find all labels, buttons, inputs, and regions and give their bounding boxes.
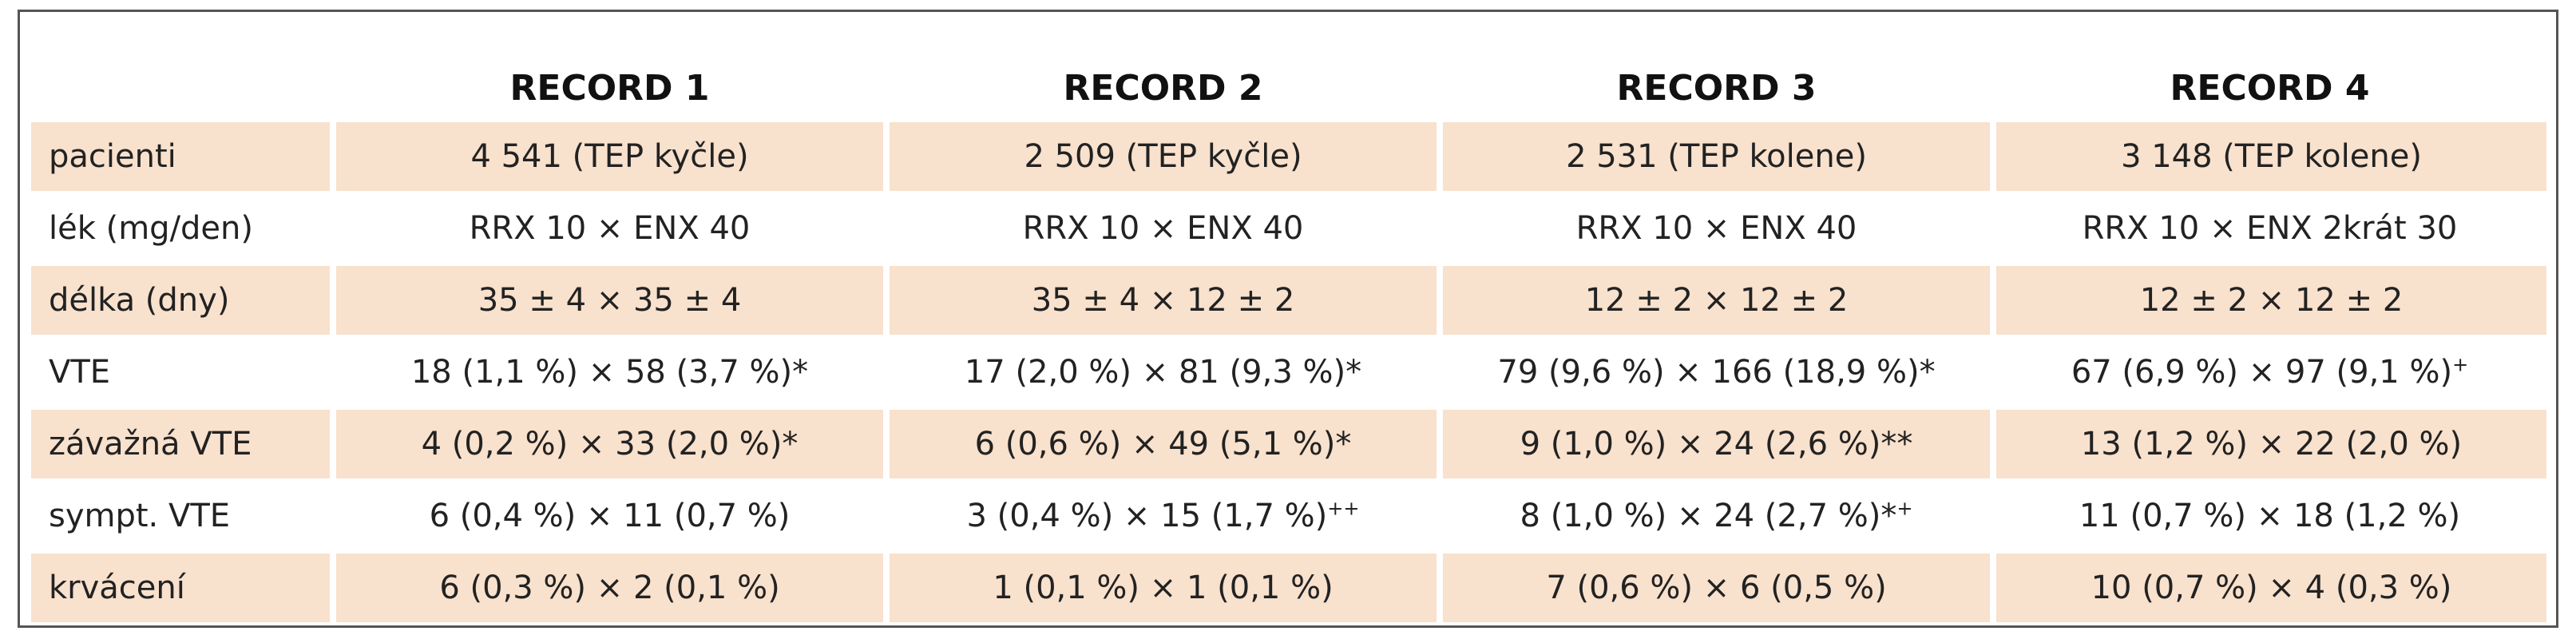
data-cell: RRX 10 × ENX 40 [1440,194,1993,263]
data-cell: 18 (1,1 %) × 58 (3,7 %)* [333,338,886,407]
cell-value: RRX 10 × ENX 40 [1022,210,1304,247]
data-cell: 35 ± 4 × 35 ± 4 [333,266,886,335]
cell-value: 12 ± 2 × 12 ± 2 [1584,282,1849,319]
table-row: VTE 18 (1,1 %) × 58 (3,7 %)* 17 (2,0 %) × … [31,338,2546,407]
column-header-record-3: RECORD 3 [1616,67,1817,109]
cell-value: 67 (6,9 %) × 97 (9,1 %) [2071,354,2453,391]
cell-value: 13 (1,2 %) × 22 (2,0 %) [2080,426,2463,462]
cell-value: 6 (0,3 %) × 2 (0,1 %) [439,570,780,606]
data-cell: 3 148 (TEP kolene) [1993,122,2546,191]
cell-value: 2 531 (TEP kolene) [1566,138,1867,175]
cell-value: 11 (0,7 %) × 18 (1,2 %) [2079,498,2461,534]
data-cell: 12 ± 2 × 12 ± 2 [1993,266,2546,335]
row-label: sympt. VTE [31,482,333,550]
results-table: RECORD 1 RECORD 2 RECORD 3 RECORD 4 paci… [31,54,2546,625]
column-header-record-2: RECORD 2 [1063,67,1263,109]
data-cell: RRX 10 × ENX 40 [886,194,1440,263]
table-row: lék (mg/den) RRX 10 × ENX 40 RRX 10 × ENX … [31,194,2546,263]
cell-value: 3 (0,4 %) × 15 (1,7 %) [966,498,1328,534]
cell-value: 1 (0,1 %) × 1 (0,1 %) [993,570,1334,606]
header-corner [31,57,333,119]
data-cell: 3 (0,4 %) × 15 (1,7 %)++ [886,482,1440,550]
header-row: RECORD 1 RECORD 2 RECORD 3 RECORD 4 [31,57,2546,119]
row-label: pacienti [31,122,333,191]
cell-value: 6 (0,4 %) × 11 (0,7 %) [429,498,791,534]
cell-value: 10 (0,7 %) × 4 (0,3 %) [2091,570,2452,606]
cell-value: RRX 10 × ENX 2krát 30 [2082,210,2458,247]
cell-value: RRX 10 × ENX 40 [469,210,751,247]
data-cell: 1 (0,1 %) × 1 (0,1 %) [886,554,1440,622]
row-label: lék (mg/den) [31,194,333,263]
cell-value: 9 (1,0 %) × 24 (2,6 %)** [1520,426,1913,462]
cell-value: 79 (9,6 %) × 166 (18,9 %)* [1497,354,1936,391]
table-frame: RECORD 1 RECORD 2 RECORD 3 RECORD 4 paci… [18,10,2558,628]
data-cell: 6 (0,3 %) × 2 (0,1 %) [333,554,886,622]
footnote-mark: + [2452,353,2469,376]
row-label: délka (dny) [31,266,333,335]
cell-value: 4 (0,2 %) × 33 (2,0 %)* [421,426,799,462]
row-label: závažná VTE [31,410,333,478]
table-row: pacienti 4 541 (TEP kyčle) 2 509 (TEP kyčl… [31,122,2546,191]
data-cell: 67 (6,9 %) × 97 (9,1 %)+ [1993,338,2546,407]
data-cell: 4 (0,2 %) × 33 (2,0 %)* [333,410,886,478]
row-label: VTE [31,338,333,407]
data-cell: 9 (1,0 %) × 24 (2,6 %)** [1440,410,1993,478]
data-cell: 10 (0,7 %) × 4 (0,3 %) [1993,554,2546,622]
cell-value: 17 (2,0 %) × 81 (9,3 %)* [964,354,1362,391]
data-cell: RRX 10 × ENX 40 [333,194,886,263]
footnote-mark: ++ [1327,497,1360,520]
cell-value: 35 ± 4 × 35 ± 4 [478,282,742,319]
data-cell: 13 (1,2 %) × 22 (2,0 %) [1993,410,2546,478]
cell-value: 7 (0,6 %) × 6 (0,5 %) [1546,570,1887,606]
cell-value: 4 541 (TEP kyčle) [470,138,749,175]
cell-value: RRX 10 × ENX 40 [1575,210,1857,247]
data-cell: 17 (2,0 %) × 81 (9,3 %)* [886,338,1440,407]
column-header-record-4: RECORD 4 [2170,67,2370,109]
cell-value: 8 (1,0 %) × 24 (2,7 %)* [1520,498,1897,534]
data-cell: 6 (0,4 %) × 11 (0,7 %) [333,482,886,550]
data-cell: 79 (9,6 %) × 166 (18,9 %)* [1440,338,1993,407]
data-cell: 7 (0,6 %) × 6 (0,5 %) [1440,554,1993,622]
data-cell: 2 531 (TEP kolene) [1440,122,1993,191]
cell-value: 18 (1,1 %) × 58 (3,7 %)* [410,354,809,391]
cell-value: 6 (0,6 %) × 49 (5,1 %)* [974,426,1352,462]
data-cell: 8 (1,0 %) × 24 (2,7 %)*+ [1440,482,1993,550]
table-row: sympt. VTE 6 (0,4 %) × 11 (0,7 %) 3 (0,4 %… [31,482,2546,550]
data-cell: RRX 10 × ENX 2krát 30 [1993,194,2546,263]
row-label: krvácení [31,554,333,622]
cell-value: 12 ± 2 × 12 ± 2 [2139,282,2404,319]
data-cell: 35 ± 4 × 12 ± 2 [886,266,1440,335]
column-header-record-1: RECORD 1 [509,67,710,109]
table-row: krvácení 6 (0,3 %) × 2 (0,1 %) 1 (0,1 %) ×… [31,554,2546,622]
data-cell: 2 509 (TEP kyčle) [886,122,1440,191]
data-cell: 12 ± 2 × 12 ± 2 [1440,266,1993,335]
table-row: závažná VTE 4 (0,2 %) × 33 (2,0 %)* 6 (0,6… [31,410,2546,478]
table-row: délka (dny) 35 ± 4 × 35 ± 4 35 ± 4 × 12 ± … [31,266,2546,335]
cell-value: 3 148 (TEP kolene) [2121,138,2422,175]
footnote-mark: + [1896,497,1913,520]
cell-value: 35 ± 4 × 12 ± 2 [1031,282,1295,319]
data-cell: 11 (0,7 %) × 18 (1,2 %) [1993,482,2546,550]
data-cell: 4 541 (TEP kyčle) [333,122,886,191]
cell-value: 2 509 (TEP kyčle) [1024,138,1302,175]
data-cell: 6 (0,6 %) × 49 (5,1 %)* [886,410,1440,478]
